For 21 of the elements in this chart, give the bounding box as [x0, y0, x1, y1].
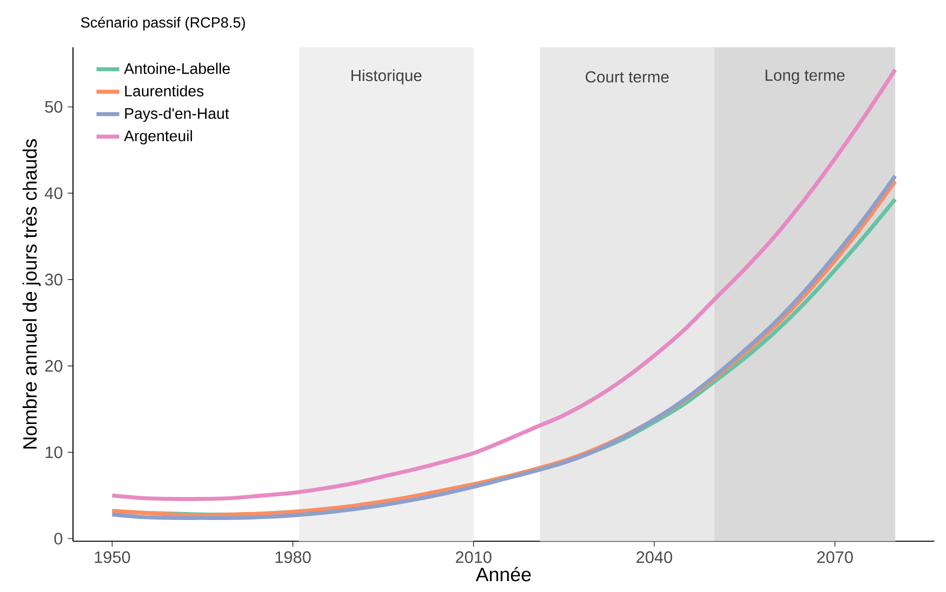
- x-tick-label: 1980: [276, 551, 311, 564]
- legend-label: Pays-d'en-Haut: [125, 108, 229, 122]
- legend-label: Laurentides: [125, 85, 204, 96]
- band-label: Court terme: [586, 71, 669, 83]
- x-tick-label: 2040: [636, 551, 672, 564]
- y-tick-label: 30: [45, 274, 62, 286]
- legend-label: Antoine-Labelle: [124, 62, 230, 74]
- x-axis-title: Année: [476, 566, 531, 582]
- band-label: Long terme: [766, 70, 845, 84]
- y-tick-label: 20: [45, 360, 62, 372]
- y-tick-label: 0: [54, 532, 62, 545]
- y-axis-title: Nombre annuel de jours très chauds: [22, 139, 41, 448]
- x-tick-label: 2010: [456, 551, 492, 564]
- band-label: Historique: [352, 69, 422, 84]
- y-tick-label: 10: [46, 446, 62, 458]
- x-tick-label: 2070: [817, 551, 853, 564]
- y-tick-label: 50: [45, 100, 62, 113]
- x-tick-label: 1950: [94, 551, 130, 564]
- y-tick-label: 40: [44, 187, 62, 200]
- legend-label: Argenteuil: [124, 130, 192, 144]
- chart-title: Scénario passif (RCP8.5): [81, 16, 245, 31]
